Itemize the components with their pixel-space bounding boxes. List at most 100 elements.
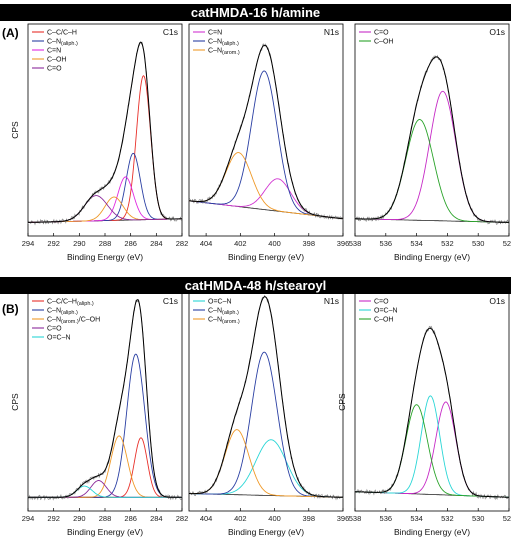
- x-tick-label: 404: [200, 239, 213, 248]
- spectrum-panel-2: 404 402 400 398 396 Binding Energy (eV) N1s C=N…: [188, 23, 350, 262]
- x-tick-label: 294: [22, 239, 35, 248]
- legend-entry: C–OH: [374, 317, 393, 324]
- x-tick-label: 538: [349, 514, 362, 523]
- x-tick-label: 532: [441, 514, 454, 523]
- fit-envelope: [355, 56, 509, 223]
- plot-frame: [354, 292, 510, 512]
- x-tick-label: 282: [176, 514, 189, 523]
- legend-entry: C–N(aliph.): [47, 308, 78, 317]
- region-label: N1s: [324, 27, 339, 37]
- raw-spectrum: [188, 294, 344, 501]
- component-peak: [355, 401, 509, 498]
- component-peak: [28, 75, 182, 223]
- fit-envelope: [189, 296, 343, 498]
- x-tick-label: 400: [268, 239, 281, 248]
- raw-spectrum: [354, 54, 510, 225]
- legend-entry: C–N(arom.)/C–OH: [47, 317, 100, 326]
- component-peak: [28, 196, 182, 223]
- spectrum-panel-6: 538 536 534 532 530 528 Binding Energy (eV) CPS…: [337, 292, 511, 537]
- spectrum-panel-1: 294 292 290 288 286 284 282 Binding Energy (eV)…: [10, 23, 188, 262]
- x-axis-label: Binding Energy (eV): [228, 527, 304, 537]
- raw-spectrum: [354, 325, 510, 501]
- panel-a-label: (A): [2, 26, 19, 40]
- component-peak: [28, 435, 182, 498]
- x-tick-label: 530: [472, 514, 485, 523]
- x-tick-label: 288: [99, 514, 112, 523]
- y-axis-label: CPS: [10, 393, 20, 411]
- component-peak: [355, 119, 509, 223]
- x-axis-label: Binding Energy (eV): [394, 252, 470, 262]
- x-tick-label: 292: [47, 239, 60, 248]
- x-tick-label: 396: [337, 239, 350, 248]
- x-tick-label: 404: [200, 514, 213, 523]
- component-peak: [28, 176, 182, 223]
- legend-entry: O=C–N: [208, 299, 232, 306]
- plot-frame: [354, 23, 510, 237]
- x-tick-label: 534: [410, 514, 423, 523]
- legend-entry: O=C–N: [47, 335, 71, 342]
- legend-entry: C=O: [47, 66, 62, 73]
- legend-entry: C–N(aliph.): [47, 39, 78, 48]
- x-tick-label: 398: [303, 514, 316, 523]
- region-label: O1s: [489, 296, 505, 306]
- legend-entry: C–N(aliph.): [208, 308, 239, 317]
- legend-entry: C=O: [47, 326, 62, 333]
- x-tick-label: 528: [503, 239, 511, 248]
- legend-entry: C–OH: [374, 39, 393, 46]
- legend-entry: C–N(aliph.): [208, 39, 239, 48]
- x-tick-label: 536: [380, 514, 393, 523]
- x-axis-label: Binding Energy (eV): [67, 252, 143, 262]
- x-tick-label: 532: [441, 239, 454, 248]
- x-tick-label: 534: [410, 239, 423, 248]
- x-tick-label: 396: [337, 514, 350, 523]
- x-tick-label: 402: [234, 514, 247, 523]
- fit-envelope: [28, 299, 182, 498]
- component-peak: [355, 404, 509, 498]
- x-tick-label: 284: [150, 239, 163, 248]
- legend-entry: C=N: [47, 48, 61, 55]
- panel-b-label: (B): [2, 302, 19, 316]
- component-peak: [28, 353, 182, 498]
- component-peak: [28, 152, 182, 223]
- legend-entry: C=O: [374, 30, 389, 37]
- legend-entry: C–C/C–H(aliph.): [47, 299, 94, 308]
- x-tick-label: 536: [380, 239, 393, 248]
- region-label: O1s: [489, 27, 505, 37]
- component-peak: [189, 439, 343, 498]
- legend-entry: C=O: [374, 299, 389, 306]
- legend-entry: C–C/C–H: [47, 30, 77, 37]
- y-axis-label: CPS: [10, 121, 20, 139]
- x-tick-label: 294: [22, 514, 35, 523]
- x-tick-label: 400: [268, 514, 281, 523]
- x-tick-label: 290: [73, 514, 86, 523]
- panel-a-banner: catHMDA-16 h/amine: [0, 4, 511, 21]
- component-peak: [355, 90, 509, 223]
- component-peak: [355, 395, 509, 498]
- x-axis-label: Binding Energy (eV): [394, 527, 470, 537]
- spectrum-panel-4: 294 292 290 288 286 284 282 Binding Energy (eV)…: [10, 292, 189, 537]
- region-label: C1s: [163, 27, 178, 37]
- x-tick-label: 528: [503, 514, 511, 523]
- fit-envelope: [189, 44, 344, 220]
- x-tick-label: 402: [234, 239, 247, 248]
- x-tick-label: 538: [349, 239, 362, 248]
- x-tick-label: 290: [73, 239, 86, 248]
- component-peak: [189, 152, 344, 220]
- legend-entry: C–N(arom.): [208, 317, 240, 326]
- region-label: N1s: [324, 296, 339, 306]
- component-peak: [28, 437, 182, 498]
- y-axis-label: CPS: [337, 393, 347, 411]
- x-tick-label: 288: [99, 239, 112, 248]
- x-tick-label: 286: [124, 239, 137, 248]
- x-tick-label: 292: [47, 514, 60, 523]
- legend-entry: O=C–N: [374, 308, 398, 315]
- legend-entry: C–OH: [47, 57, 66, 64]
- plot-frame: [188, 23, 344, 237]
- x-axis-label: Binding Energy (eV): [67, 527, 143, 537]
- x-tick-label: 398: [303, 239, 316, 248]
- fit-envelope: [355, 327, 509, 498]
- spectrum-panel-3: 538 536 534 532 530 528 Binding Energy (eV) O1s…: [349, 23, 511, 262]
- x-tick-label: 530: [472, 239, 485, 248]
- fit-envelope: [28, 41, 182, 223]
